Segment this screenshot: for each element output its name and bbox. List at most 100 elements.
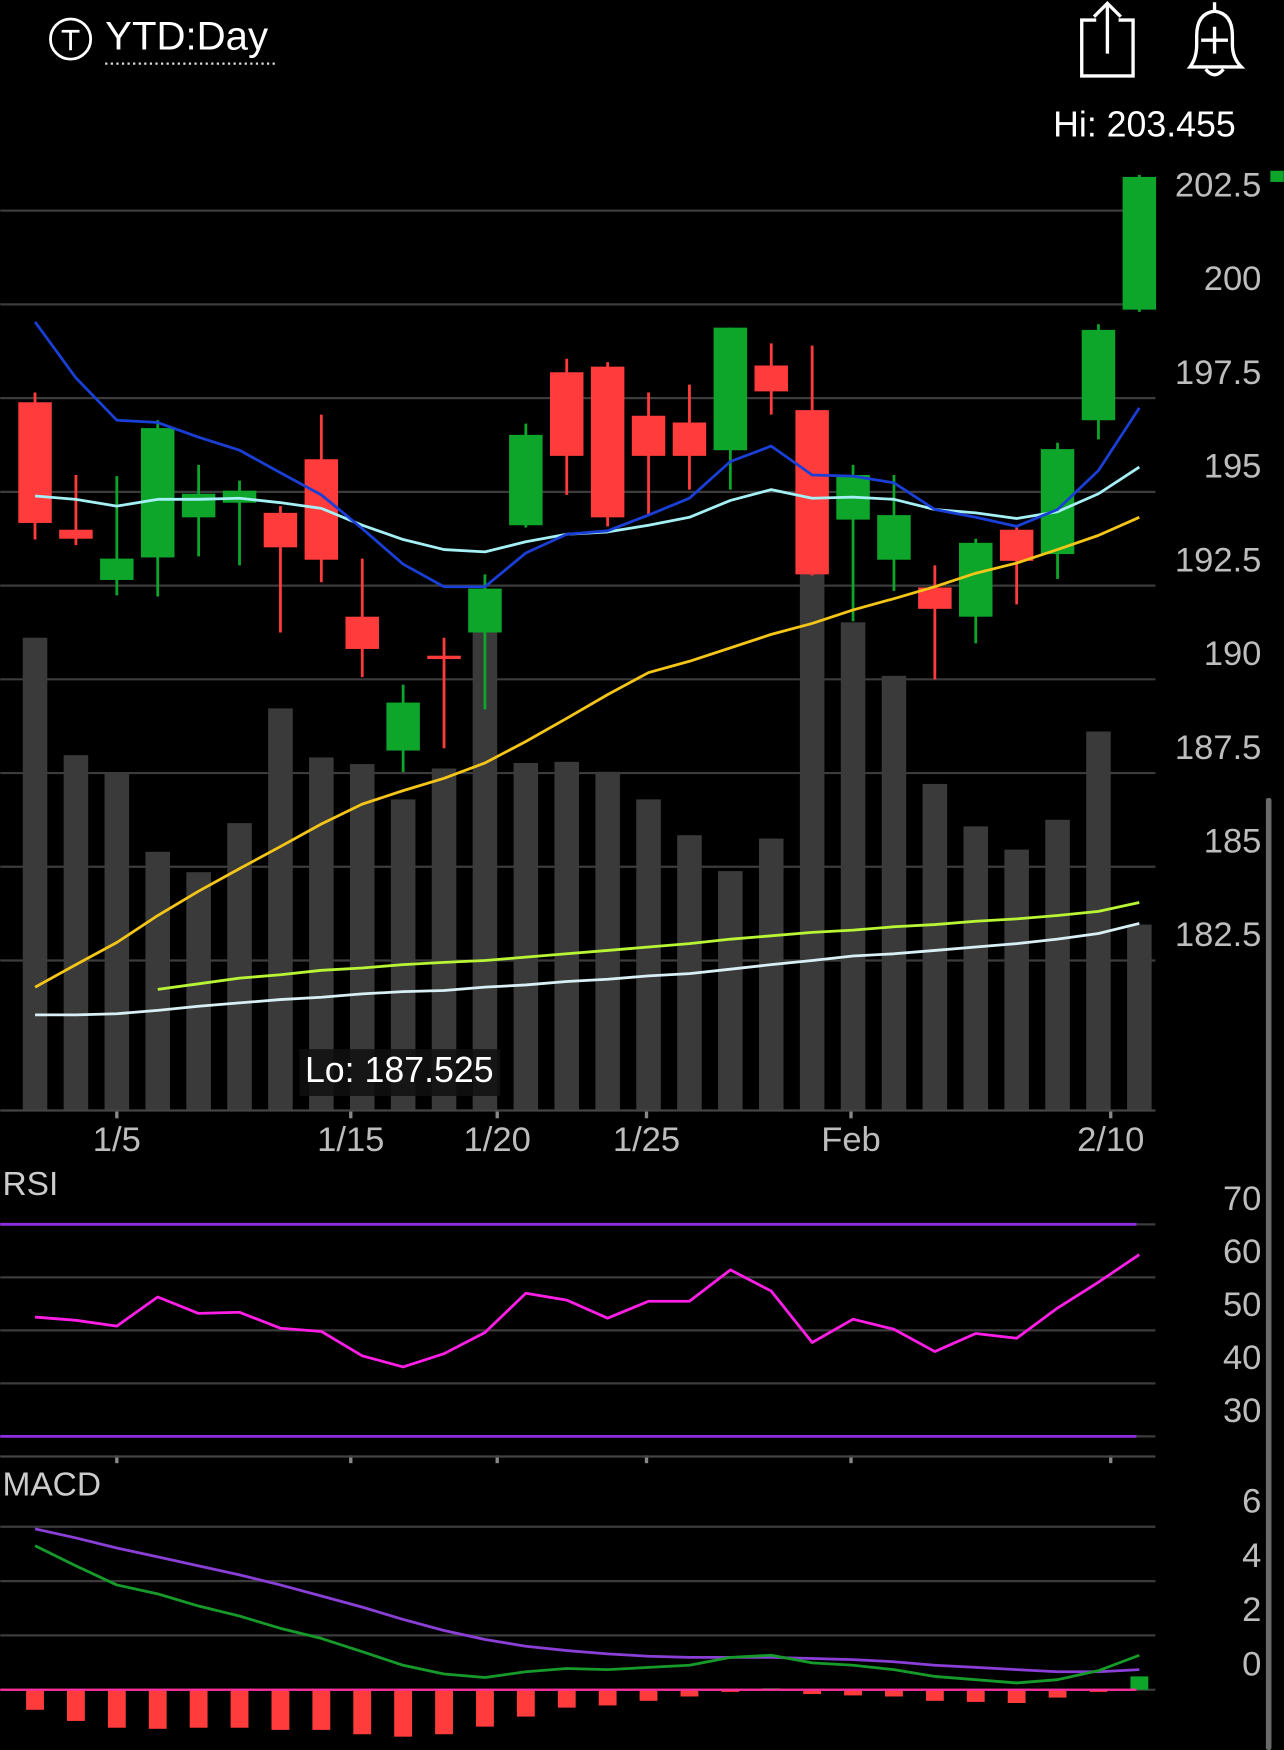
candle-body	[1040, 449, 1075, 555]
histogram-bar	[1048, 1689, 1067, 1698]
volume-bar	[186, 872, 211, 1111]
volume-bar	[1127, 924, 1152, 1111]
volume-bar	[636, 799, 661, 1111]
share-box	[1080, 18, 1135, 78]
candle-body	[140, 428, 175, 558]
ticker-icon-glyph	[61, 29, 80, 51]
x-tick-label: 2/10	[1077, 1121, 1144, 1159]
y-tick-label: 4	[1242, 1537, 1261, 1575]
histogram-bar	[435, 1689, 453, 1735]
histogram-bar	[476, 1689, 494, 1727]
histogram-bar	[312, 1689, 331, 1730]
volume-bar	[595, 771, 620, 1111]
bell-details	[1201, 2, 1228, 77]
x-tick-label: 1/15	[317, 1121, 384, 1159]
y-tick-label: 0	[1242, 1645, 1261, 1683]
candle-body	[59, 529, 93, 539]
volume-bar	[799, 564, 825, 1111]
high-annotation: Hi: 203.455	[1053, 105, 1236, 145]
indicator-line	[34, 516, 1140, 989]
indicator-line	[34, 1544, 1140, 1685]
y-tick-label: 30	[1223, 1392, 1261, 1430]
scrollbar[interactable]	[1265, 797, 1272, 1750]
volume-bar	[513, 762, 539, 1111]
candle-body	[1081, 329, 1116, 421]
histogram-bar	[557, 1689, 576, 1708]
ticker-icon	[49, 17, 93, 61]
histogram-bar	[394, 1689, 413, 1737]
histogram-bar	[1007, 1689, 1026, 1704]
volume-bar	[963, 826, 989, 1111]
x-tick-label: 1/5	[93, 1121, 141, 1159]
y-tick-label: 197.5	[1175, 354, 1262, 392]
y-tick-label: 6	[1242, 1482, 1261, 1520]
indicator-line	[34, 1527, 1140, 1674]
low-annotation: Lo: 187.525	[305, 1050, 494, 1090]
histogram-bar	[885, 1689, 903, 1697]
histogram-bar	[148, 1689, 167, 1729]
candle-body	[100, 558, 134, 580]
volume-bar	[840, 622, 866, 1111]
candle-body	[263, 512, 298, 548]
y-tick-label: 200	[1204, 260, 1262, 298]
candle-body	[427, 655, 461, 660]
candle-body	[754, 365, 788, 392]
x-tick-label: Feb	[821, 1121, 881, 1159]
y-tick-label: 60	[1223, 1233, 1261, 1271]
candle-body	[672, 422, 707, 456]
candle-body	[345, 616, 379, 649]
y-tick-label: 40	[1223, 1339, 1261, 1377]
histogram-bar	[966, 1689, 985, 1702]
histogram-bar	[639, 1689, 658, 1701]
indicator-line	[33, 321, 1141, 589]
y-tick-label: 187.5	[1175, 729, 1262, 767]
y-tick-label: 190	[1204, 635, 1262, 673]
y-tick-label: 202.5	[1175, 166, 1262, 204]
share-arrow	[1092, 0, 1122, 54]
candle-body	[222, 490, 257, 503]
timeframe-title[interactable]: YTD:Day	[105, 14, 268, 59]
y-tick-label: 182.5	[1175, 916, 1262, 954]
indicator-line	[35, 922, 1140, 1017]
candle-body	[509, 434, 543, 526]
x-tick-label: 1/20	[464, 1121, 531, 1159]
bell	[1186, 9, 1246, 69]
last-price-marker	[1270, 170, 1284, 182]
indicator-line	[157, 901, 1140, 991]
macd-title: MACD	[2, 1466, 101, 1503]
histogram-bar	[844, 1689, 862, 1696]
volume-bar	[758, 838, 784, 1111]
volume-bar	[1086, 731, 1111, 1111]
histogram-bar	[230, 1689, 249, 1728]
volume-bar	[718, 871, 743, 1111]
volume-bar	[63, 755, 89, 1111]
y-tick-label: 70	[1223, 1180, 1261, 1218]
volume-bar	[227, 823, 252, 1111]
timeframe-button[interactable]: YTD:Day	[49, 14, 275, 65]
alert-button[interactable]	[1186, 2, 1246, 77]
candle-body	[181, 493, 216, 518]
candle-body	[795, 410, 829, 575]
candle-body	[631, 415, 666, 456]
candle-body	[468, 588, 502, 633]
share-button[interactable]	[1080, 0, 1135, 78]
candle-body	[550, 372, 584, 456]
volume-bar	[22, 637, 48, 1111]
volume-bar	[1004, 849, 1029, 1111]
histogram-bar	[26, 1689, 44, 1710]
candle-body	[999, 529, 1034, 561]
candle-body	[959, 542, 993, 617]
histogram-bar	[680, 1689, 699, 1697]
histogram-bar	[803, 1689, 822, 1695]
volume-bar	[922, 783, 948, 1111]
histogram-bar	[1130, 1676, 1149, 1690]
volume-bar	[881, 675, 907, 1111]
volume-bar	[1045, 819, 1070, 1111]
candle-body	[18, 402, 52, 523]
volume-bar	[554, 761, 580, 1111]
y-tick-label: 192.5	[1175, 541, 1262, 579]
histogram-bar	[516, 1689, 535, 1717]
histogram-bar	[353, 1689, 372, 1735]
